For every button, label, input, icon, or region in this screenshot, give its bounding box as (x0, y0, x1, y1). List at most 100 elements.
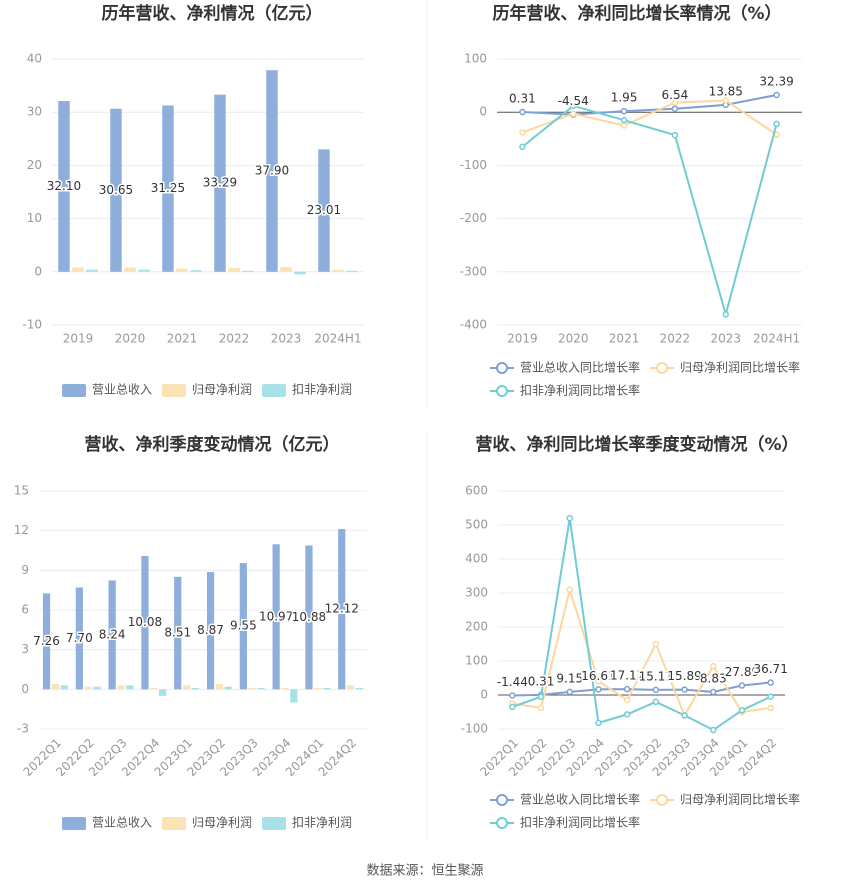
legend-marker (656, 362, 668, 374)
data-label: 1.95 (611, 91, 638, 105)
bar (290, 689, 298, 703)
y-tick-label: 30 (27, 105, 42, 119)
y-tick-label: 0 (21, 682, 29, 696)
point (773, 91, 780, 99)
x-tick-label: 2021 (167, 332, 198, 346)
line (522, 99, 778, 136)
data-label: 17.17 (610, 669, 644, 683)
bar (239, 563, 247, 690)
bar (206, 572, 215, 690)
legend-label: 归母净利润 (192, 383, 252, 397)
chart-title: 营收、净利季度变动情况（亿元） (85, 434, 340, 455)
y-tick-label: 15 (14, 484, 29, 498)
legend-swatch (62, 384, 86, 397)
y-tick-label: 9 (21, 563, 29, 577)
data-label: 23.01 (307, 203, 341, 217)
y-tick-label: -400 (460, 318, 487, 332)
data-label: 32.39 (759, 74, 793, 88)
point (681, 686, 688, 693)
point (519, 143, 526, 151)
bar (346, 270, 358, 272)
y-tick-label: -10 (22, 318, 42, 332)
bar (60, 685, 68, 690)
bar (86, 269, 98, 272)
point (671, 105, 679, 112)
point (519, 129, 526, 136)
bar (174, 576, 182, 690)
y-tick-label: 40 (27, 52, 42, 66)
line (512, 585, 771, 718)
y-tick-label: 6 (21, 603, 29, 617)
point (773, 120, 780, 128)
y-tick-label: 20 (27, 158, 42, 172)
chart-title: 营收、净利同比增长率季度变动情况（%） (475, 434, 798, 455)
legend-label: 营业总收入 (92, 383, 152, 397)
y-tick-label: -200 (460, 211, 487, 225)
legend-label: 归母净利润同比增长率 (680, 792, 800, 807)
point (767, 679, 774, 686)
point (566, 586, 573, 593)
data-label: -1.44 (497, 675, 528, 689)
x-tick-label: 2022 (660, 332, 691, 346)
point (710, 726, 717, 734)
data-label: 0.31 (528, 674, 555, 688)
bar (138, 269, 150, 272)
data-label: 7.26 (33, 634, 60, 648)
legend-swatch (262, 817, 286, 830)
y-tick-label: 100 (465, 654, 488, 668)
data-label: 10.88 (292, 610, 326, 624)
point (681, 712, 688, 719)
y-tick-label: 10 (27, 211, 42, 225)
point (519, 108, 526, 116)
point (566, 514, 573, 522)
bar (176, 268, 188, 272)
y-tick-label: 300 (465, 586, 488, 600)
point (710, 662, 717, 670)
bar (346, 685, 355, 690)
x-tick-label: 2020 (558, 332, 589, 346)
y-tick-label: -300 (460, 264, 487, 278)
bar (242, 270, 254, 272)
bar (257, 688, 265, 690)
legend-label: 扣非净利润同比增长率 (520, 383, 640, 398)
data-label: 9.15 (556, 671, 583, 685)
point (537, 693, 545, 700)
point (570, 110, 577, 118)
bar (84, 686, 92, 690)
legend-marker (656, 794, 668, 806)
y-tick-label: 500 (465, 518, 488, 532)
data-label: -4.54 (558, 94, 589, 108)
chart-title: 历年营收、净利情况（亿元） (102, 3, 323, 24)
x-tick-label: 2020 (115, 332, 146, 346)
legend-label: 归母净利润同比增长率 (680, 360, 800, 375)
bar (93, 686, 101, 690)
bar (214, 94, 226, 272)
point (566, 688, 573, 696)
data-label: 30.65 (99, 183, 133, 197)
legend-swatch (62, 817, 86, 830)
data-label: 37.90 (255, 163, 289, 177)
point (623, 685, 631, 693)
legend-label: 营业总收入同比增长率 (520, 360, 640, 375)
legend-label: 营业总收入 (92, 816, 152, 830)
legend-label: 扣非净利润同比增长率 (520, 815, 640, 830)
point (671, 99, 679, 106)
point (652, 640, 660, 648)
bar (159, 689, 167, 696)
y-tick-label: -100 (461, 722, 488, 736)
y-tick-label: 200 (465, 620, 488, 634)
data-label: 10.08 (128, 615, 162, 629)
legend-swatch (262, 384, 286, 397)
data-label: 9.55 (230, 619, 257, 633)
source: 数据来源：恒生聚源 (366, 864, 483, 879)
bar (248, 688, 256, 690)
bar (280, 267, 292, 272)
bar (338, 529, 346, 690)
y-tick-label: 0 (479, 105, 487, 119)
data-label: 32.10 (47, 179, 81, 193)
legend-marker (496, 385, 508, 397)
data-label: 33.29 (203, 176, 237, 190)
y-tick-label: -100 (460, 158, 487, 172)
bar (75, 587, 83, 690)
point (722, 311, 729, 318)
